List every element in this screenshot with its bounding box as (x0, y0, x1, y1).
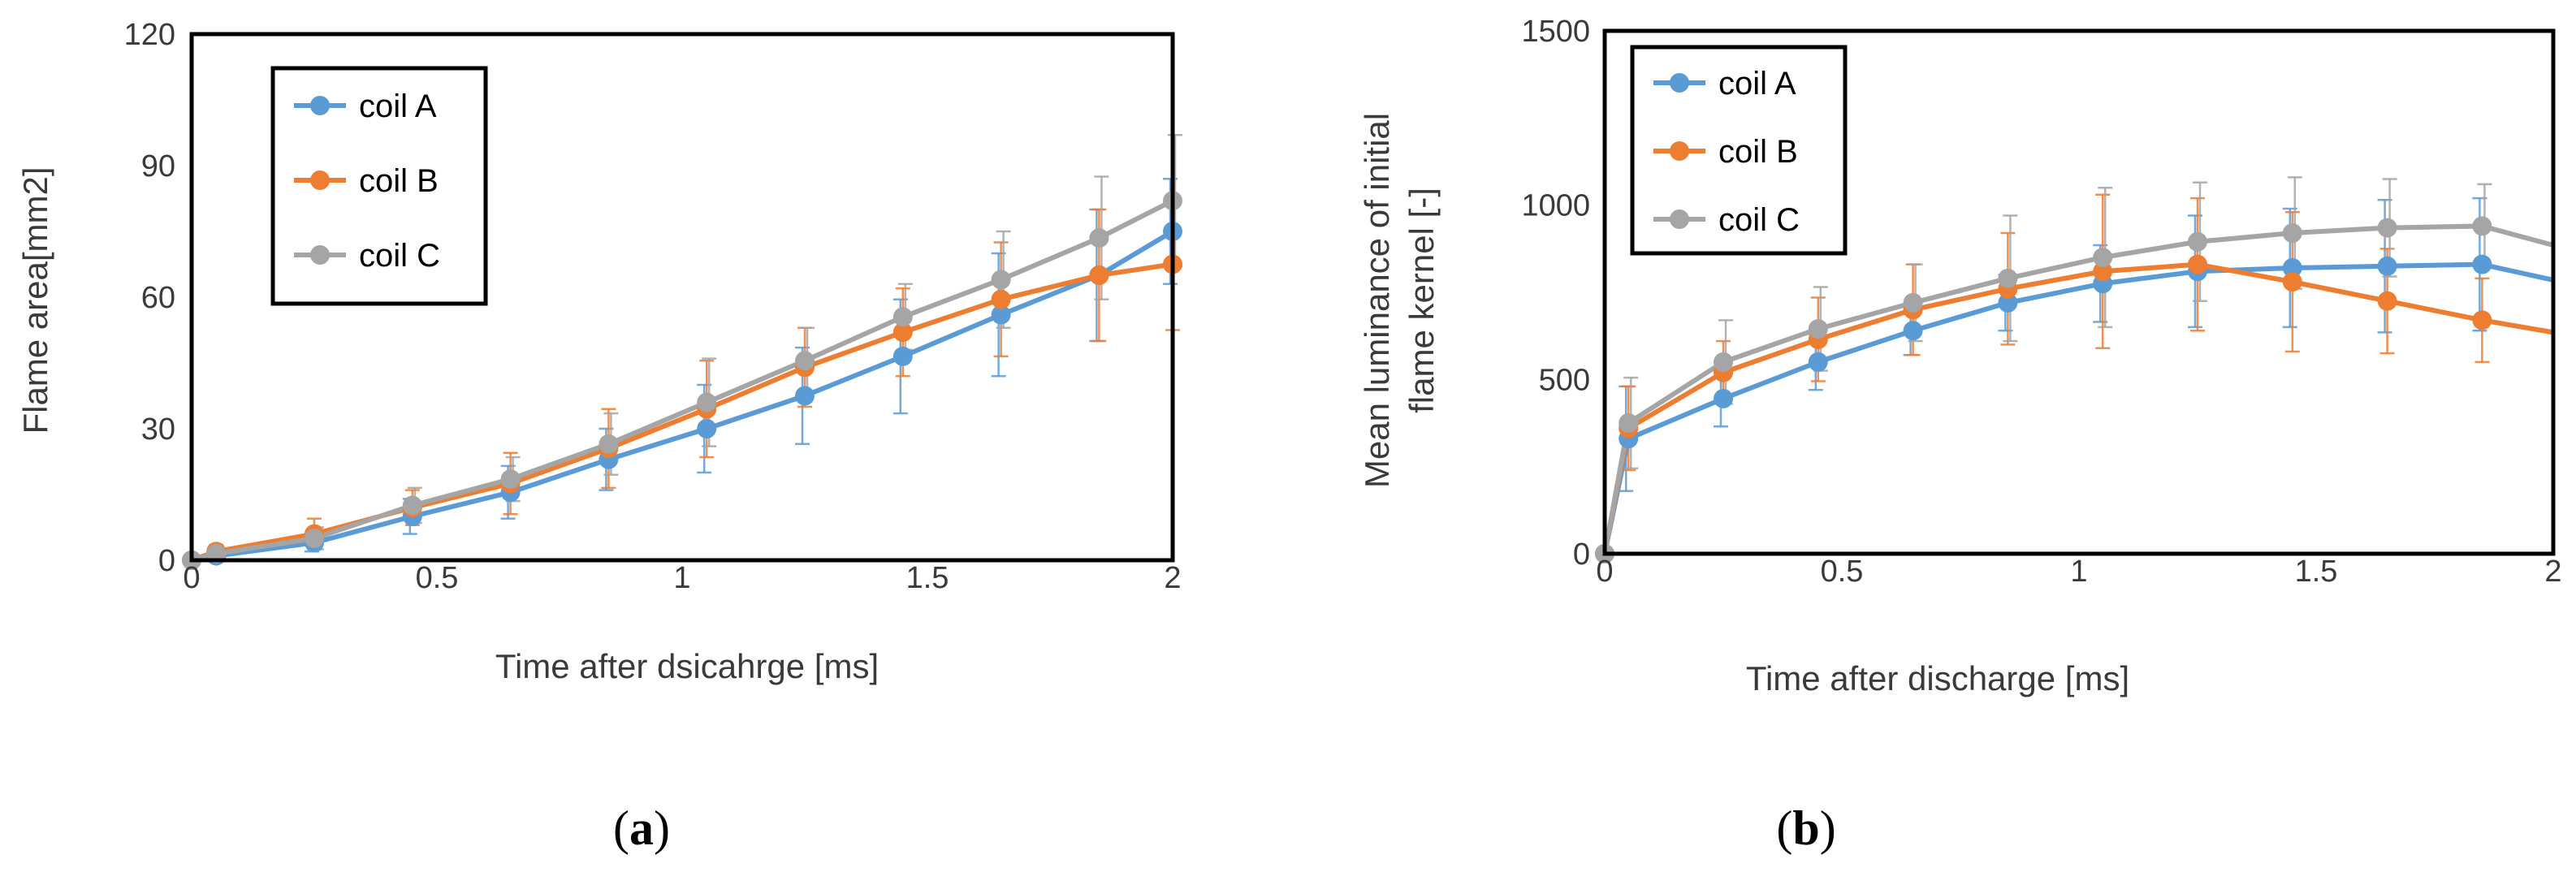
y-tick-label: 60 (141, 281, 175, 315)
x-tick-label: 1 (673, 561, 690, 595)
panel-label-b: (b) (1776, 801, 1835, 855)
data-point (1808, 319, 1828, 339)
data-point (402, 495, 422, 516)
data-point (991, 270, 1011, 290)
series-line-coil-a (191, 229, 1174, 563)
y-tick-label: 1000 (1521, 189, 1590, 223)
data-point (1089, 228, 1109, 248)
data-point (599, 434, 619, 454)
data-point (1619, 413, 1639, 433)
data-point (2472, 310, 2492, 330)
data-point (991, 304, 1011, 325)
data-point (1903, 321, 1923, 341)
data-point (305, 529, 324, 548)
data-point (697, 392, 717, 412)
panel-label-a: (a) (613, 801, 670, 855)
legend: coil A coil B coil C (1630, 45, 1848, 256)
x-tick-label: 0 (1596, 555, 1613, 589)
data-point (2093, 261, 2113, 282)
series-line-coil-b (190, 261, 1173, 563)
y-tick-label: 0 (158, 544, 175, 578)
y-axis-title-line-1: Mean luminance of initial (1358, 113, 1396, 488)
legend-label: coil A (359, 88, 437, 124)
data-point (1998, 292, 2018, 313)
data-point (1903, 292, 1923, 313)
y-tick-label: 1500 (1521, 15, 1590, 49)
legend-item: coil B (294, 163, 439, 199)
data-point (795, 351, 815, 371)
data-point (1998, 268, 2018, 288)
data-point (2282, 257, 2302, 278)
data-point (893, 346, 913, 366)
x-tick-label: 0 (183, 561, 200, 595)
legend-item: coil C (1653, 202, 1800, 238)
x-axis-title: Time after dsicahrge [ms] (495, 647, 879, 685)
series-line-coil-a (1602, 261, 2554, 555)
data-point (2377, 291, 2397, 311)
x-tick-label: 2 (1164, 561, 1181, 595)
y-tick-label: 30 (141, 412, 175, 447)
data-point (2472, 216, 2492, 236)
y-tick-label: 90 (141, 149, 175, 183)
data-point (2377, 218, 2397, 238)
legend-label: coil C (359, 238, 440, 274)
data-point (991, 289, 1011, 309)
x-tick-label: 1.5 (906, 561, 949, 595)
legend-label: coil A (1718, 66, 1796, 101)
data-point (2188, 231, 2207, 252)
legend-item: coil C (294, 238, 440, 274)
x-tick-label: 0.5 (416, 561, 459, 595)
legend: coil A coil B coil C (270, 66, 488, 306)
y-axis-title-line-2: flame kernel [-] (1403, 188, 1441, 413)
legend-label: coil B (1718, 134, 1798, 170)
x-tick-label: 2 (2544, 555, 2561, 589)
x-axis-title: Time after discharge [ms] (1746, 659, 2129, 697)
data-point (2093, 248, 2113, 268)
data-point (1089, 265, 1109, 285)
x-tick-label: 1 (2070, 555, 2087, 589)
legend-label: coil C (1718, 202, 1800, 238)
chart-panel-b: 0 0.5 1 1.5 2 0 500 1000 1500 Time after dischar… (1358, 15, 2562, 855)
data-point (2282, 272, 2302, 292)
legend-item: coil A (294, 88, 437, 124)
data-point (2282, 223, 2302, 244)
data-point (2377, 256, 2397, 276)
plot-area-frame (1602, 28, 2556, 556)
x-tick-label: 0.5 (1821, 555, 1864, 589)
data-point (697, 419, 717, 438)
legend-item: coil A (1653, 66, 1796, 101)
y-tick-label: 500 (1539, 363, 1590, 397)
legend-item: coil B (1653, 134, 1798, 170)
data-point (1714, 388, 1733, 408)
data-point (2472, 254, 2492, 274)
y-axis-title: Flame area[mm2] (16, 166, 54, 434)
y-tick-label: 0 (1573, 537, 1590, 572)
x-tick-label: 1.5 (2295, 555, 2338, 589)
data-point (500, 469, 521, 490)
y-tick-label: 120 (124, 18, 175, 52)
data-point (795, 386, 815, 406)
data-point (893, 307, 913, 327)
series-line-coil-c (191, 198, 1174, 563)
data-point (1808, 352, 1828, 372)
chart-panel-a: 0 0.5 1 1.5 2 0 30 60 90 120 Time after dsicahrge… (16, 18, 1182, 855)
data-point (1714, 352, 1733, 372)
plot-area-frame (189, 32, 1175, 563)
legend-label: coil B (359, 163, 439, 199)
series-line-coil-c (1602, 223, 2554, 555)
data-point (2188, 254, 2207, 274)
data-point (893, 322, 913, 343)
series-line-coil-b (1602, 261, 2554, 555)
